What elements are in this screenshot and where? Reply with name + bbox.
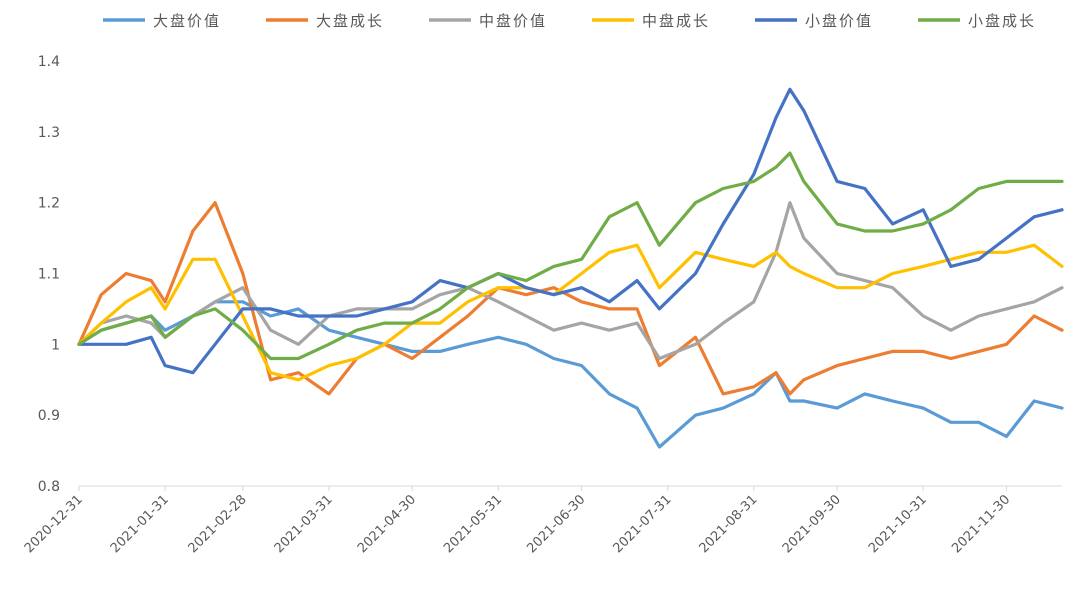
y-tick-label: 1.2 — [38, 196, 60, 212]
x-tick-label: 2021-05-31 — [441, 492, 505, 556]
legend-label: 大盘价值 — [153, 12, 221, 30]
legend-label: 小盘价值 — [805, 12, 873, 30]
x-tick-label: 2021-04-30 — [355, 492, 419, 556]
series-line-1 — [77, 300, 1064, 449]
y-tick-label: 0.9 — [38, 408, 60, 424]
series-lines — [77, 87, 1064, 449]
legend-label: 小盘成长 — [968, 12, 1036, 30]
x-tick-label: 2021-02-28 — [186, 492, 250, 556]
y-axis: 0.8 0.9 1 1.1 1.2 1.3 1.4 — [38, 54, 60, 495]
x-tick-label: 2021-08-31 — [697, 492, 761, 556]
series-line-5 — [77, 87, 1064, 375]
series-line-6 — [77, 151, 1064, 361]
x-tick-label: 2020-12-31 — [22, 492, 86, 556]
x-tick-label: 2021-03-31 — [272, 492, 336, 556]
series-line-2 — [77, 201, 1064, 396]
x-tick-label: 2021-09-30 — [780, 492, 844, 556]
legend: 大盘价值 大盘成长 中盘价值 中盘成长 小盘价值 小盘成长 — [103, 12, 1036, 30]
series-line-4 — [77, 243, 1064, 382]
x-tick-label: 2021-06-30 — [524, 492, 588, 556]
y-tick-label: 0.8 — [38, 479, 60, 495]
legend-label: 中盘价值 — [479, 12, 547, 30]
series-line-3 — [77, 201, 1064, 361]
y-tick-label: 1.4 — [38, 54, 60, 70]
x-axis: 2020-12-31 2021-01-31 2021-02-28 2021-03-31… — [22, 485, 1062, 556]
y-tick-label: 1.1 — [38, 267, 60, 283]
x-tick-label: 2021-01-31 — [108, 492, 172, 556]
x-tick-label: 2021-07-31 — [610, 492, 674, 556]
x-tick-label: 2021-11-30 — [949, 492, 1013, 556]
legend-label: 大盘成长 — [316, 12, 384, 30]
y-tick-label: 1.3 — [38, 125, 60, 141]
legend-label: 中盘成长 — [642, 12, 710, 30]
x-tick-label: 2021-10-31 — [866, 492, 930, 556]
y-tick-label: 1 — [51, 337, 60, 353]
